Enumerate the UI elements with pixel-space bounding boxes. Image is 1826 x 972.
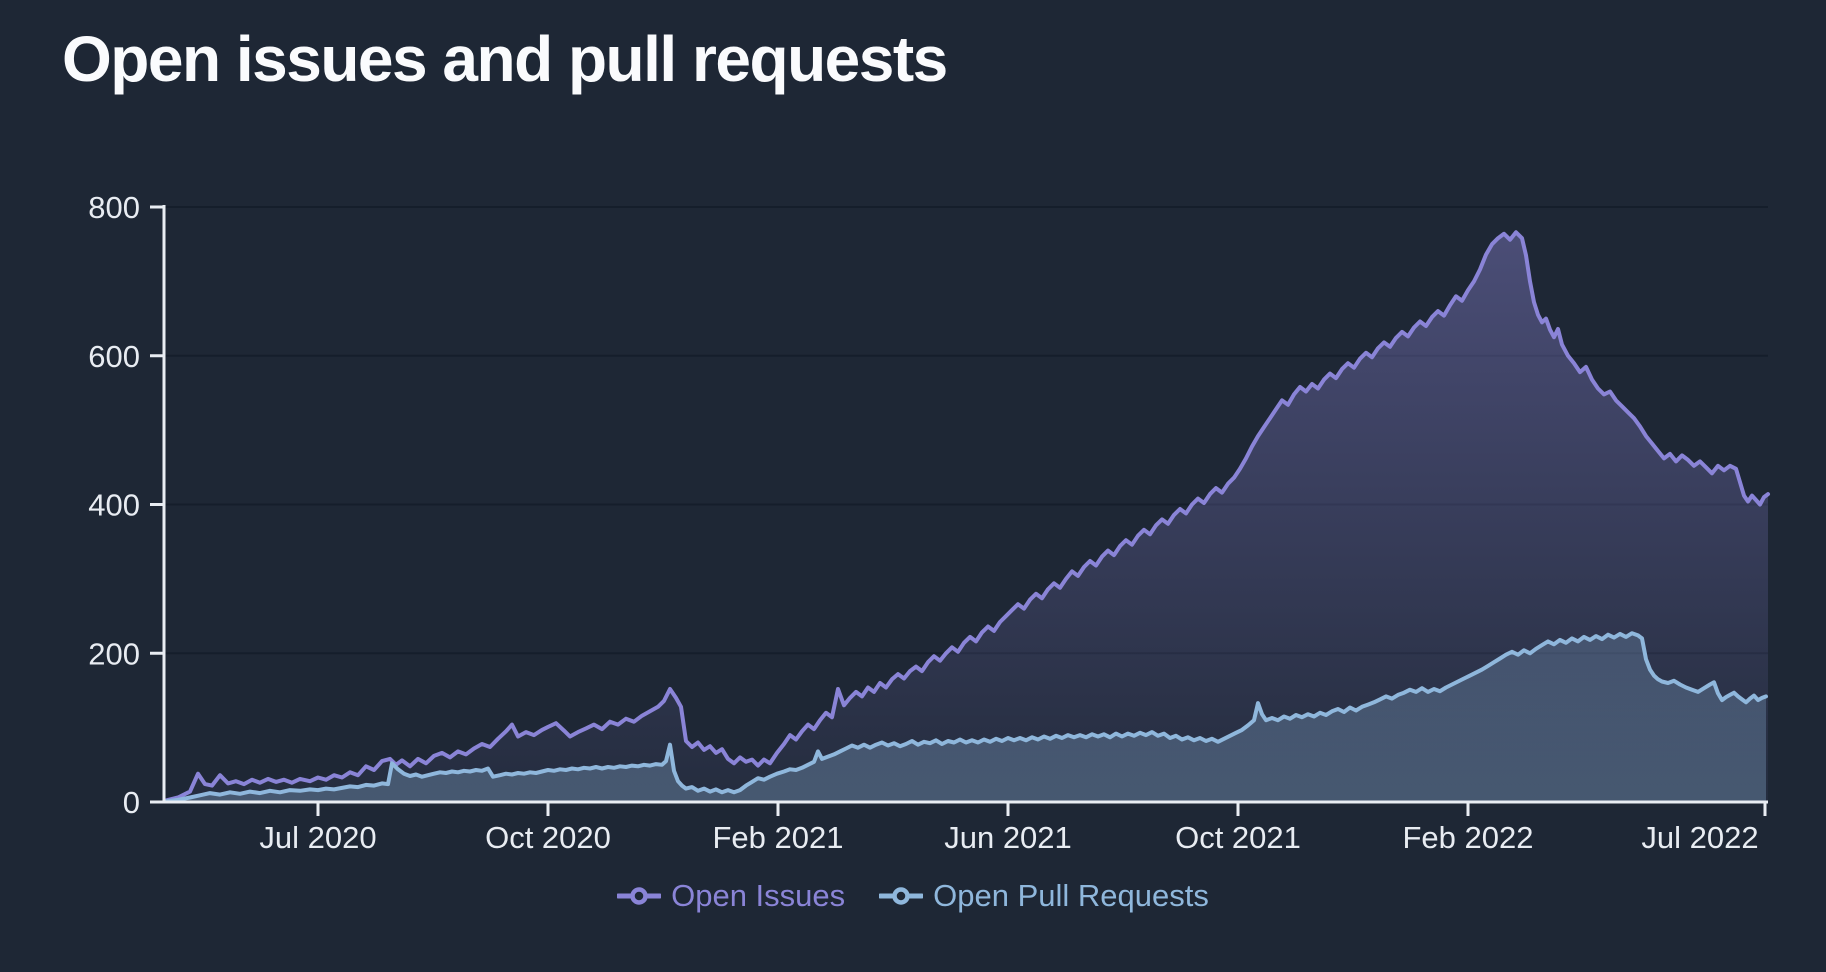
series-area-open-pull-requests [166,633,1766,802]
series-line-open-pull-requests [164,631,1768,804]
y-axis-tick-label: 400 [88,488,140,523]
x-axis-tick-label: Feb 2021 [713,820,844,855]
x-axis-tick-label: Jun 2021 [944,820,1072,855]
y-axis-tick-label: 800 [88,190,140,225]
x-axis-tick-label: Jul 2022 [1641,820,1758,855]
legend-marker-ring [630,887,648,905]
legend-item-open-pull-requests[interactable]: Open Pull Requests [879,878,1209,914]
legend-label: Open Pull Requests [933,878,1209,913]
legend-label: Open Issues [671,878,846,913]
x-axis-tick-label: Oct 2021 [1175,820,1301,855]
x-axis-tick-label: Feb 2022 [1403,820,1534,855]
y-axis-tick-label: 0 [123,785,140,820]
x-axis-tick-label: Jul 2020 [259,820,376,855]
series-lines-group [164,230,1770,804]
axes-group [150,205,1768,816]
series-areas-group [166,232,1768,803]
legend-marker-ring [892,887,910,905]
series-line-open-issues [164,230,1770,803]
series-area-open-issues [166,232,1768,803]
chart-title: Open issues and pull requests [62,23,948,95]
x-axis-tick-label: Oct 2020 [485,820,611,855]
chart-legend: Open Issues Open Pull Requests [0,878,1826,914]
y-axis-tick-label: 600 [88,339,140,374]
legend-item-open-issues[interactable]: Open Issues [617,878,845,914]
axis-labels-group: 0 200 400 600 800 Jul 2020 Oct 2020 Feb 2021 Jun… [88,190,1758,855]
legend-marker-icon [617,887,662,905]
legend-marker-icon [879,887,924,905]
y-axis-tick-label: 200 [88,636,140,671]
